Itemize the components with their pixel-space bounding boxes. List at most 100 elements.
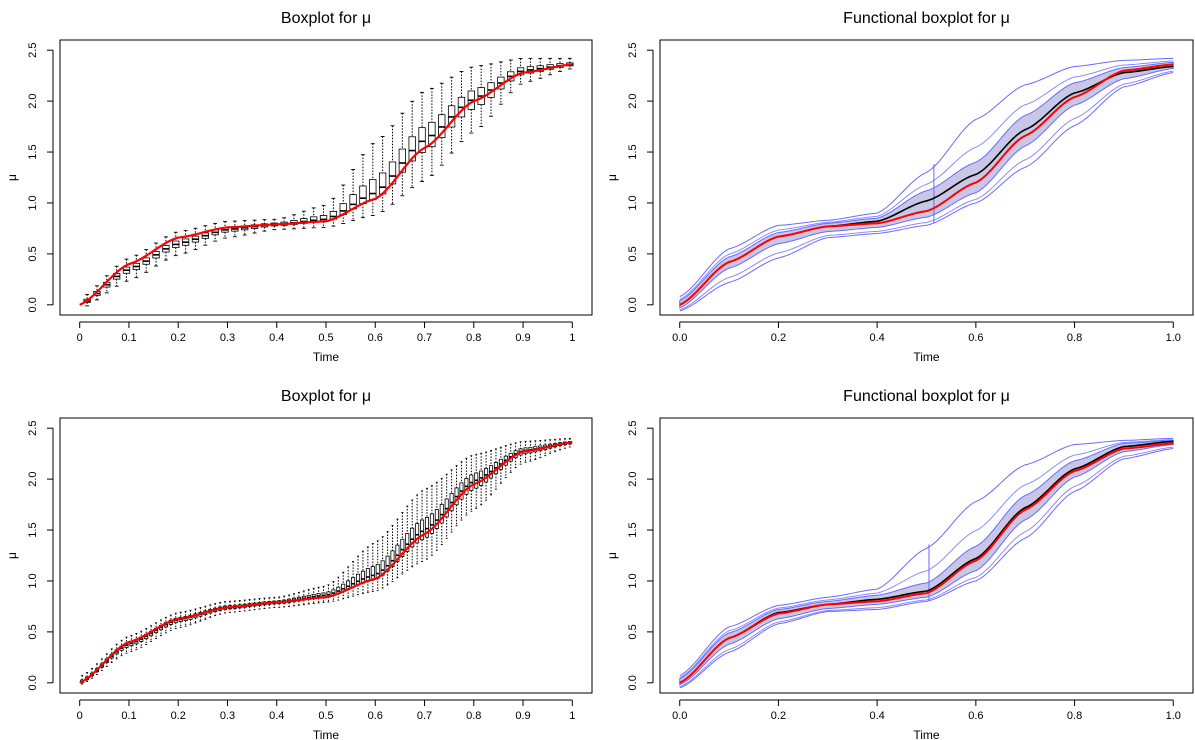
plot-frame (59, 417, 593, 694)
sample-curve (679, 70, 1174, 311)
y-tick-label: 1.5 (27, 522, 39, 537)
y-tick-label: 0.5 (627, 246, 639, 261)
y-tick-label: 0.5 (27, 624, 39, 639)
y-tick-label: 1.5 (627, 144, 639, 159)
box (400, 512, 405, 575)
box (306, 589, 311, 605)
median-curve (679, 440, 1174, 684)
y-axis: 0.0 0.5 1.0 1.5 2.0 2.5 (627, 421, 654, 690)
chart-title: Functional boxplot for μ (843, 10, 1010, 27)
x-tick-label: 0.2 (171, 332, 186, 344)
y-tick-label: 2.0 (627, 93, 639, 108)
x-tick-label: 0.9 (515, 710, 530, 722)
y-tick-label: 0.0 (27, 297, 39, 312)
box (290, 214, 298, 230)
box (211, 222, 219, 242)
box (398, 112, 407, 197)
x-axis-label: Time (913, 728, 940, 740)
central-band (679, 439, 1174, 686)
x-tick-label: 0.1 (121, 710, 136, 722)
median-curve (679, 65, 1174, 306)
box (301, 590, 306, 606)
y-axis-label: μ (605, 552, 619, 559)
y-tick-label: 2.0 (27, 93, 39, 108)
box-body (418, 127, 426, 153)
sample-curve (679, 60, 1174, 300)
x-tick-label: 1.0 (1166, 332, 1181, 344)
y-tick-label: 1.0 (27, 573, 39, 588)
box-body (369, 179, 377, 201)
box (339, 184, 347, 224)
box (390, 525, 395, 582)
box (410, 499, 415, 568)
true-curve (679, 63, 1174, 306)
chart-title: Boxplot for μ (281, 388, 371, 405)
x-tick-label: 0.6 (368, 710, 383, 722)
y-tick-label: 0.5 (27, 246, 39, 261)
box (429, 485, 434, 556)
y-tick-label: 1.0 (627, 195, 639, 210)
x-axis: 0 0.1 0.2 0.3 0.4 0.5 0.6 0.7 0.8 0.9 1 (77, 321, 575, 344)
plot-content (79, 438, 573, 685)
x-tick-label: 0.6 (968, 710, 983, 722)
box (331, 580, 336, 602)
box-body (428, 121, 436, 148)
y-tick-label: 0.0 (627, 675, 639, 690)
y-tick-label: 2.0 (27, 471, 39, 486)
box-body (420, 519, 425, 541)
plot-content (79, 57, 574, 307)
x-axis-label: Time (913, 350, 940, 364)
y-tick-label: 2.0 (627, 471, 639, 486)
x-axis: 0 0.1 0.2 0.3 0.4 0.5 0.6 0.7 0.8 0.9 1 (77, 699, 575, 722)
x-tick-label: 0.3 (220, 710, 235, 722)
plot-content (679, 437, 1174, 689)
box (408, 100, 416, 189)
panel-functional-boxplot-bottom: Functional boxplot for μ 0.0 0.2 0.4 0.6 0.8 1… (605, 388, 1194, 740)
box-body (398, 148, 407, 173)
box-body (400, 538, 405, 557)
x-tick-label: 1.0 (1166, 710, 1181, 722)
box (415, 494, 420, 565)
box (464, 457, 469, 516)
plot-frame (659, 417, 1194, 694)
x-tick-label: 0.3 (220, 332, 235, 344)
x-tick-label: 0.2 (771, 710, 786, 722)
x-tick-label: 0.4 (869, 710, 884, 722)
box (449, 469, 454, 533)
x-tick-label: 0.6 (968, 332, 983, 344)
box-body (415, 523, 420, 544)
box (300, 210, 308, 229)
box (178, 611, 183, 628)
y-tick-label: 2.5 (627, 421, 639, 436)
box-body (390, 550, 395, 567)
y-tick-label: 2.5 (627, 43, 639, 58)
x-tick-label: 0.0 (672, 332, 687, 344)
x-axis-label: Time (313, 350, 340, 364)
box-body (424, 516, 430, 538)
chart-title: Boxplot for μ (281, 10, 371, 27)
true-curve (679, 442, 1174, 684)
box (438, 82, 446, 166)
x-tick-label: 1 (569, 332, 575, 344)
box (181, 229, 190, 254)
box-body (408, 136, 416, 162)
box (351, 560, 356, 597)
panel-boxplot-bottom: Boxplot for μ 0 0.1 0.2 0.3 0.4 0.5 0.6 0.7 0.8 0.… (5, 388, 593, 740)
box (507, 59, 515, 94)
box-body (434, 509, 439, 529)
box (319, 204, 328, 228)
y-tick-label: 1.0 (627, 573, 639, 588)
box-body (395, 544, 400, 562)
x-tick-label: 0.8 (1067, 710, 1082, 722)
box (201, 225, 209, 246)
box (370, 543, 375, 592)
x-tick-label: 1 (569, 710, 575, 722)
box (241, 220, 249, 236)
box (132, 254, 141, 279)
x-tick-label: 0.8 (1067, 332, 1082, 344)
box (231, 220, 239, 238)
box (479, 452, 484, 506)
box (349, 169, 357, 221)
x-tick-label: 0.2 (771, 332, 786, 344)
box (395, 518, 400, 579)
